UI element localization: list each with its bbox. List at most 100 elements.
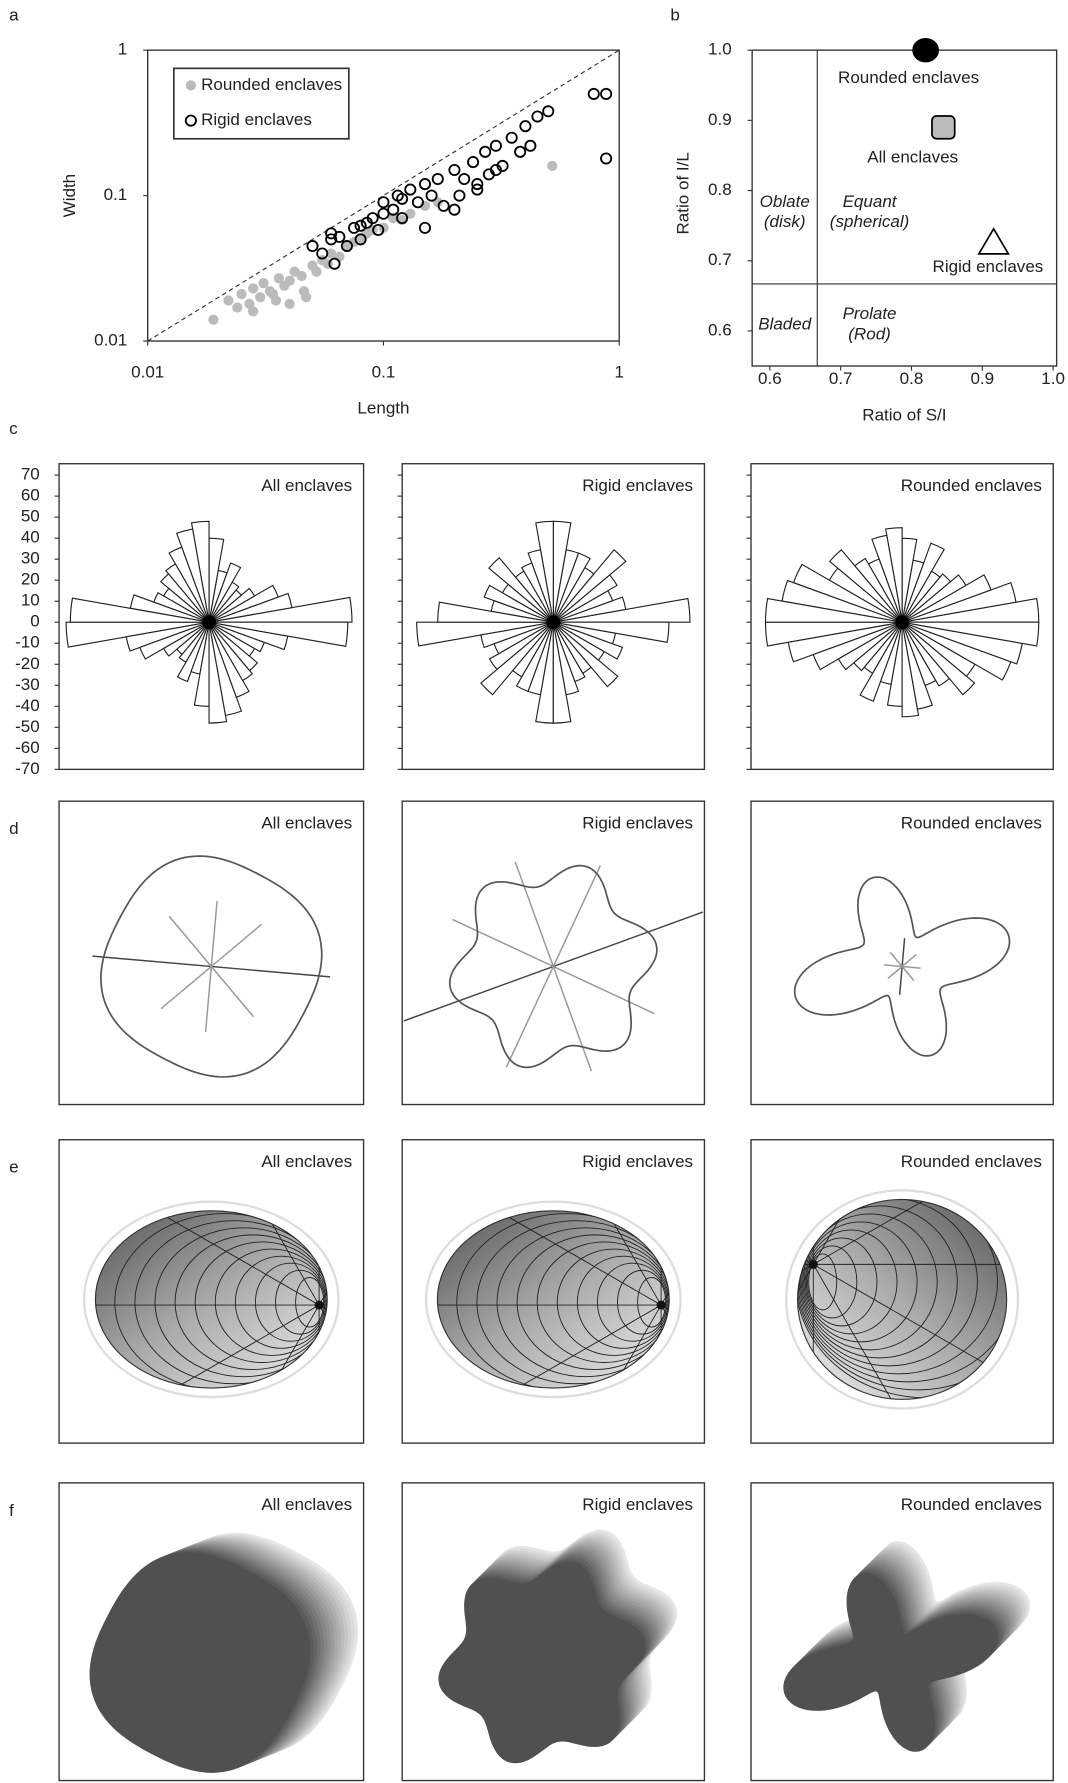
point: [515, 147, 525, 157]
y-tick-label: 50: [21, 507, 40, 526]
panel-title: Rounded enclaves: [901, 476, 1042, 495]
y-axis-label: Ratio of I/L: [673, 152, 692, 234]
panel-title: Rigid enclaves: [582, 813, 693, 832]
panel-title: All enclaves: [261, 1495, 352, 1514]
point: [543, 106, 553, 116]
x-tick-label: 0.8: [900, 369, 924, 388]
y-tick-label: -30: [15, 675, 40, 694]
legend-marker: [186, 80, 196, 90]
point: [285, 276, 295, 286]
y-tick-label: 10: [21, 591, 40, 610]
y-tick-label: 0.6: [708, 320, 732, 339]
point: [232, 302, 242, 312]
y-tick-label: -40: [15, 696, 40, 715]
point: [426, 190, 436, 200]
y-tick-label: 30: [21, 549, 40, 568]
point: [349, 223, 359, 233]
point: [601, 153, 611, 163]
point: [355, 221, 365, 231]
region-label: Prolate: [843, 304, 897, 323]
x-tick-label: 0.01: [131, 362, 164, 381]
y-tick-label: 0: [30, 612, 39, 631]
point: [299, 286, 309, 296]
point: [258, 278, 268, 288]
axis-line: [452, 919, 654, 1013]
panel-label: f: [9, 1501, 14, 1520]
point: [532, 111, 542, 121]
y-tick-label: 1: [118, 40, 127, 59]
panel-title: Rigid enclaves: [582, 1495, 693, 1514]
region-label: (disk): [764, 212, 806, 231]
marker-label: Rounded enclaves: [838, 68, 979, 87]
pole: [657, 1301, 666, 1310]
point: [468, 157, 478, 167]
point: [285, 299, 295, 309]
rose-center: [202, 615, 216, 629]
y-tick-label: 0.7: [708, 250, 732, 269]
panel-label: b: [670, 6, 679, 25]
marker-label: Rigid enclaves: [933, 257, 1044, 276]
y-tick-label: -70: [15, 759, 40, 778]
plot-frame: [751, 801, 1053, 1104]
point: [378, 209, 388, 219]
x-tick-label: 0.7: [829, 369, 853, 388]
y-tick-label: -20: [15, 654, 40, 673]
point: [589, 89, 599, 99]
region-label: (spherical): [830, 212, 910, 231]
x-tick-label: 1: [614, 362, 623, 381]
parallel: [643, 969, 813, 1264]
panel-label: a: [9, 6, 19, 25]
point: [525, 141, 535, 151]
y-axis-label: Width: [60, 174, 79, 218]
panel-title: Rigid enclaves: [582, 1152, 693, 1171]
pole: [315, 1301, 324, 1310]
panel-title: All enclaves: [261, 1152, 352, 1171]
point: [454, 190, 464, 200]
point: [223, 295, 233, 305]
point: [491, 141, 501, 151]
point: [433, 174, 443, 184]
point: [307, 241, 317, 251]
point: [420, 223, 430, 233]
panel-title: Rounded enclaves: [901, 1495, 1042, 1514]
panel-title: Rounded enclaves: [901, 813, 1042, 832]
y-tick-label: 0.1: [104, 185, 128, 204]
x-axis-label: Ratio of S/I: [862, 406, 946, 425]
point: [378, 197, 388, 207]
x-tick-label: 0.6: [758, 369, 782, 388]
point: [255, 292, 265, 302]
region-label: Equant: [843, 192, 898, 211]
marker: [979, 229, 1009, 254]
panel-label: c: [9, 419, 18, 438]
panel-title: All enclaves: [261, 813, 352, 832]
point: [507, 133, 517, 143]
y-tick-label: 1.0: [708, 40, 732, 59]
parallel: [661, 1305, 831, 1600]
legend-label: Rigid enclaves: [201, 110, 312, 129]
ellipsoid: [437, 1211, 669, 1388]
point: [405, 184, 415, 194]
y-tick-label: 20: [21, 570, 40, 589]
axis-line: [169, 916, 253, 1017]
y-tick-label: 40: [21, 528, 40, 547]
point: [449, 205, 459, 215]
rose-center: [895, 615, 909, 629]
x-tick-label: 0.9: [970, 369, 994, 388]
y-tick-label: 60: [21, 486, 40, 505]
pole: [809, 1260, 818, 1269]
point: [208, 315, 218, 325]
point: [248, 283, 258, 293]
panel-label: e: [9, 1158, 18, 1177]
y-tick-label: 70: [21, 465, 40, 484]
rose-center: [546, 615, 560, 629]
y-tick-label: -60: [15, 738, 40, 757]
point: [297, 271, 307, 281]
panel-label: d: [9, 819, 18, 838]
marker: [932, 116, 955, 139]
plot-frame: [402, 801, 704, 1104]
point: [520, 121, 530, 131]
y-tick-label: -10: [15, 633, 40, 652]
y-tick-label: 0.01: [94, 331, 127, 350]
region-label: (Rod): [848, 325, 891, 344]
marker: [913, 39, 938, 62]
